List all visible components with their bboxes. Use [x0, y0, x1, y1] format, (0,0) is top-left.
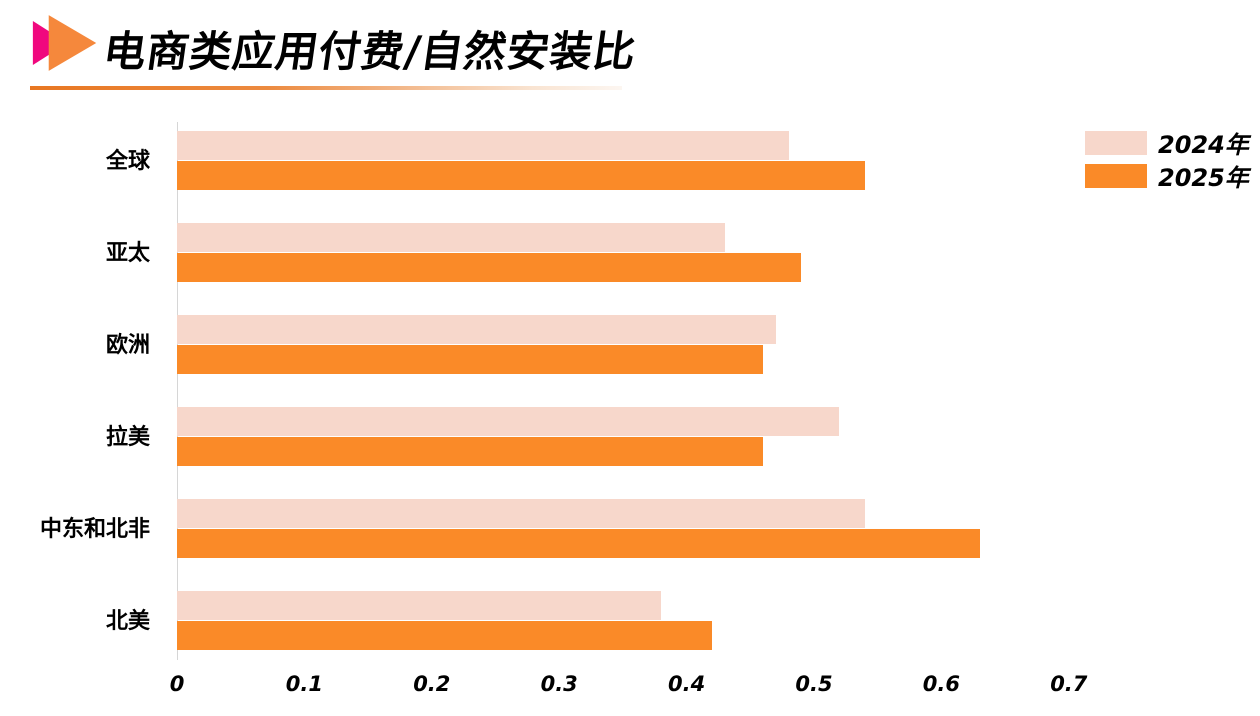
legend-label-2024: 2024年	[1158, 131, 1249, 159]
bar-2025年-中东和北非	[177, 529, 980, 558]
legend-swatch-2024	[1085, 130, 1147, 155]
legend-item-2024: 2024年	[1085, 130, 1249, 159]
legend-item-2025: 2025年	[1085, 163, 1249, 192]
bar-2025年-全球	[177, 161, 865, 190]
x-tick-label: 0.7	[1050, 672, 1088, 696]
category-label: 全球	[105, 148, 150, 174]
bar-2024年-亚太	[177, 223, 725, 252]
category-label: 北美	[105, 608, 150, 634]
bar-2025年-亚太	[177, 253, 801, 282]
x-tick-label: 0.2	[413, 672, 451, 696]
bar-2024年-全球	[177, 131, 789, 160]
legend-label-2025: 2025年	[1158, 164, 1249, 192]
bar-2025年-拉美	[177, 437, 763, 466]
bar-2024年-北美	[177, 591, 661, 620]
x-tick-label: 0.5	[795, 672, 833, 696]
x-tick-label: 0.3	[540, 672, 578, 696]
x-tick-label: 0.1	[285, 672, 323, 696]
bar-2024年-拉美	[177, 407, 839, 436]
x-tick-label: 0.6	[922, 672, 960, 696]
bar-2024年-欧洲	[177, 315, 776, 344]
legend-swatch-2025	[1085, 163, 1147, 188]
category-label: 中东和北非	[39, 516, 150, 542]
bar-2024年-中东和北非	[177, 499, 865, 528]
category-label: 亚太	[105, 240, 150, 266]
brand-logo-icon	[30, 14, 102, 72]
category-label: 欧洲	[105, 332, 150, 358]
x-tick-label: 0	[169, 672, 185, 696]
bar-2025年-北美	[177, 621, 712, 650]
bar-2025年-欧洲	[177, 345, 763, 374]
legend: 2024年 2025年	[1085, 130, 1249, 196]
title-divider	[30, 86, 622, 90]
x-tick-label: 0.4	[667, 672, 706, 696]
category-label: 拉美	[105, 424, 150, 450]
y-axis-line	[177, 122, 178, 660]
